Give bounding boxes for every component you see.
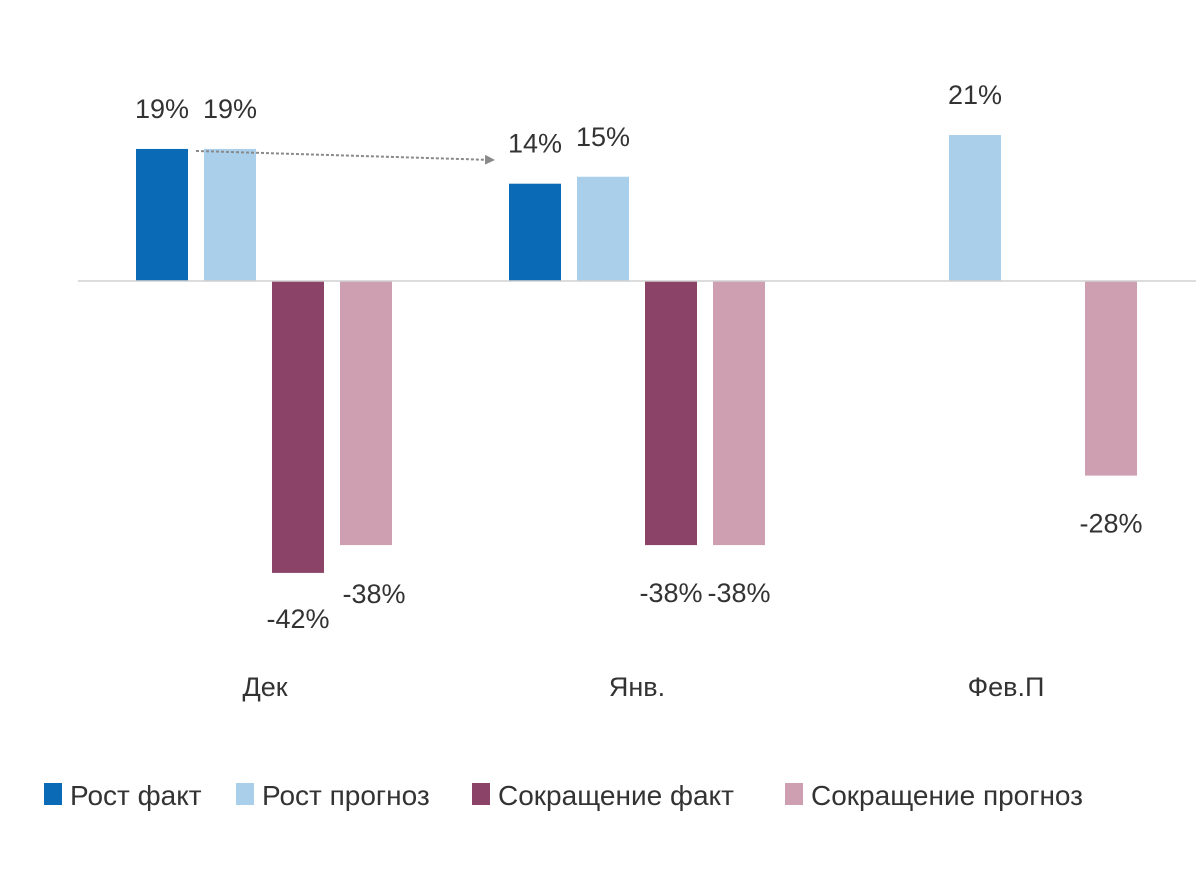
- legend: Рост факт Рост прогноз Сокращение факт Сокр…: [44, 780, 1083, 811]
- data-label: -28%: [1079, 509, 1142, 539]
- legend-swatch: [785, 783, 803, 805]
- bar-2-2: [577, 177, 629, 281]
- data-label: -38%: [342, 579, 405, 609]
- legend-label: Рост прогноз: [262, 780, 430, 811]
- data-label: 15%: [576, 122, 630, 152]
- data-label: 21%: [948, 80, 1002, 110]
- bar-2-3: [949, 135, 1001, 281]
- category-label: Фев.П: [968, 672, 1045, 702]
- bar-3-2: [645, 281, 697, 545]
- category-label: Янв.: [609, 672, 665, 702]
- bar-4-3: [1085, 281, 1137, 476]
- legend-swatch: [44, 783, 62, 805]
- bar-4-1: [340, 281, 392, 545]
- legend-swatch: [236, 783, 254, 805]
- bar-1-1: [136, 149, 188, 281]
- legend-swatch: [472, 783, 490, 805]
- bar-4-2: [713, 281, 765, 545]
- data-label: -42%: [266, 604, 329, 634]
- category-axis: Дек Янв. Фев.П: [242, 672, 1044, 702]
- bar-3-1: [272, 281, 324, 573]
- legend-label: Рост факт: [70, 780, 202, 811]
- legend-label: Сокращение прогноз: [811, 780, 1083, 811]
- data-label: 19%: [203, 94, 257, 124]
- legend-label: Сокращение факт: [498, 780, 734, 811]
- data-label: -38%: [639, 578, 702, 608]
- bars-layer: [136, 135, 1137, 573]
- bar-2-1: [204, 149, 256, 281]
- data-label: 19%: [135, 94, 189, 124]
- bar-1-2: [509, 184, 561, 281]
- data-label: 14%: [508, 129, 562, 159]
- category-label: Дек: [242, 672, 287, 702]
- data-label: -38%: [707, 578, 770, 608]
